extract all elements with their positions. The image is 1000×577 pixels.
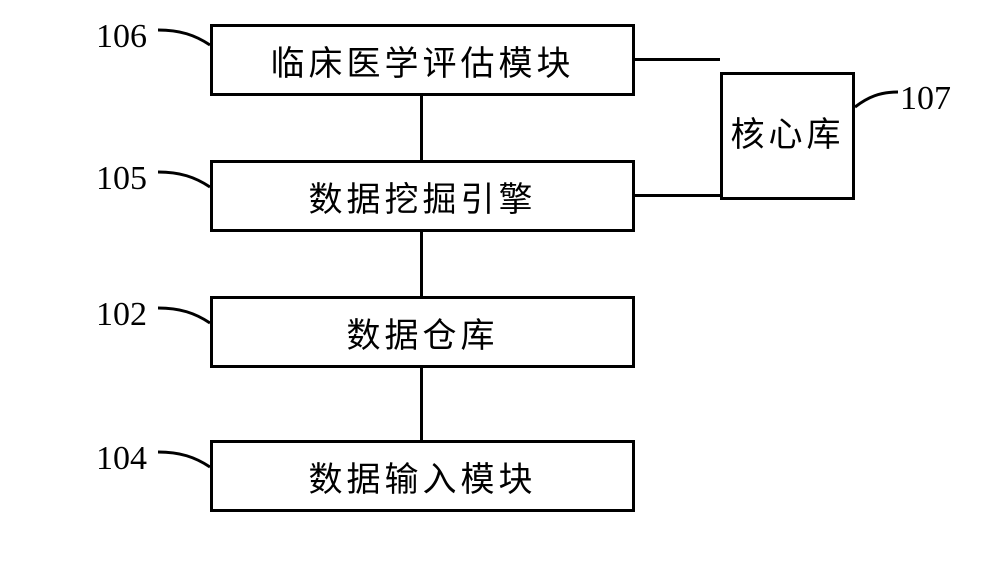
box-text: 数据挖掘引擎 [309, 172, 537, 221]
leader-106 [158, 30, 210, 45]
data-mining-engine-box: 数据挖掘引擎 [210, 160, 635, 232]
data-input-module-box: 数据输入模块 [210, 440, 635, 512]
data-warehouse-box: 数据仓库 [210, 296, 635, 368]
box-text: 临床医学评估模块 [271, 36, 575, 85]
connector-106-105 [420, 96, 423, 160]
box-text: 数据仓库 [347, 308, 499, 357]
connector-105-107 [635, 194, 720, 197]
box-text: 核心库 [731, 112, 845, 160]
leader-105 [158, 172, 210, 187]
box-text: 数据输入模块 [309, 452, 537, 501]
core-library-box: 核心库 [720, 72, 855, 200]
connector-102-104 [420, 368, 423, 440]
label-106: 106 [96, 18, 147, 56]
label-105: 105 [96, 160, 147, 198]
label-107: 107 [900, 80, 951, 118]
label-102: 102 [96, 296, 147, 334]
leader-107 [855, 92, 898, 107]
connector-106-107 [635, 58, 720, 61]
label-104: 104 [96, 440, 147, 478]
clinical-evaluation-module-box: 临床医学评估模块 [210, 24, 635, 96]
leader-104 [158, 452, 210, 467]
leader-102 [158, 308, 210, 323]
connector-105-102 [420, 232, 423, 296]
